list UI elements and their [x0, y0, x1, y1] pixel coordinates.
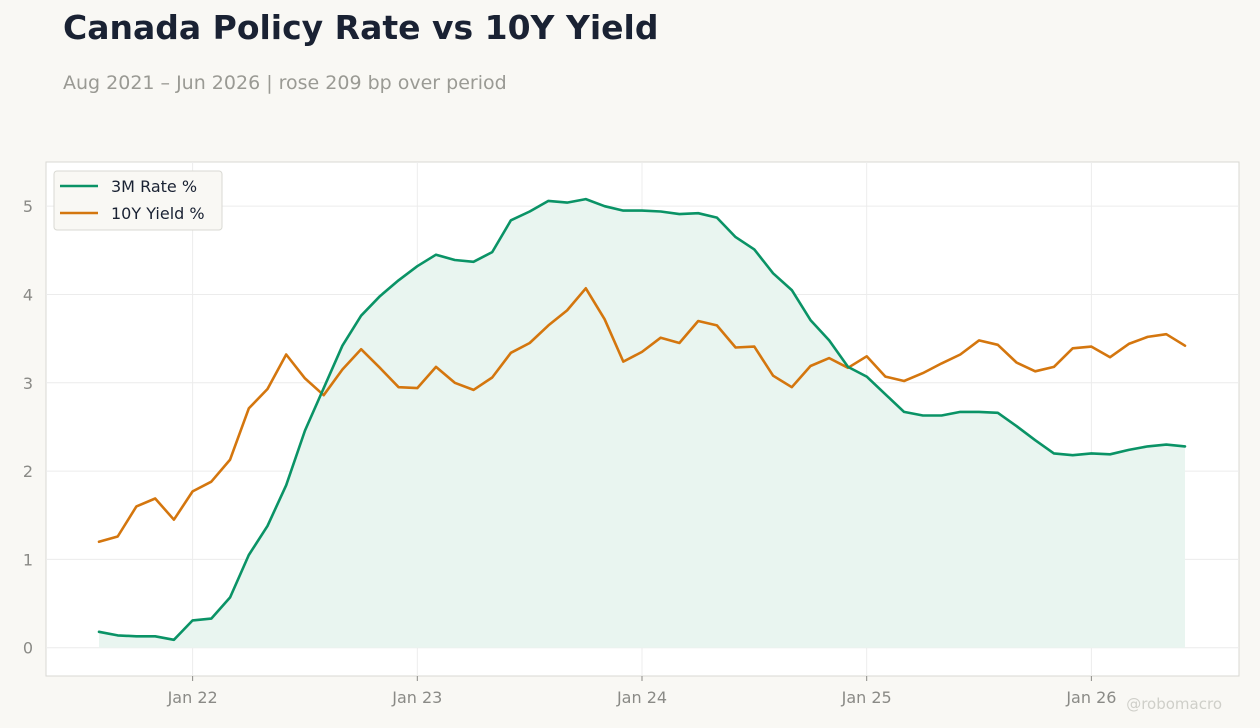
legend-label: 3M Rate % [111, 177, 197, 196]
x-tick-label: Jan 22 [167, 688, 218, 707]
series-layer [97, 197, 1187, 648]
y-tick-label: 3 [23, 374, 33, 393]
y-tick-label: 5 [23, 197, 33, 216]
watermark: @robomacro [1126, 695, 1222, 713]
y-tick-label: 1 [23, 550, 33, 569]
y-tick-label: 2 [23, 462, 33, 481]
x-tick-label: Jan 26 [1065, 688, 1116, 707]
y-axis: 0 1 2 3 4 5 [23, 197, 33, 658]
x-axis: Jan 22 Jan 23 Jan 24 Jan 25 Jan 26 [167, 676, 1116, 707]
series-3m-rate-area [99, 199, 1185, 648]
legend: 3M Rate % 10Y Yield % [53, 170, 223, 231]
y-tick-label: 4 [23, 285, 33, 304]
chart-subtitle: Aug 2021 – Jun 2026 | rose 209 bp over p… [63, 72, 507, 94]
legend-label: 10Y Yield % [111, 204, 205, 223]
x-tick-label: Jan 23 [391, 688, 442, 707]
x-tick-label: Jan 25 [841, 688, 892, 707]
chart-title: Canada Policy Rate vs 10Y Yield [63, 8, 659, 47]
x-tick-label: Jan 24 [616, 688, 667, 707]
series-3m-rate-line [97, 197, 1187, 642]
y-tick-label: 0 [23, 639, 33, 658]
series-10y-yield-line [97, 286, 1187, 544]
